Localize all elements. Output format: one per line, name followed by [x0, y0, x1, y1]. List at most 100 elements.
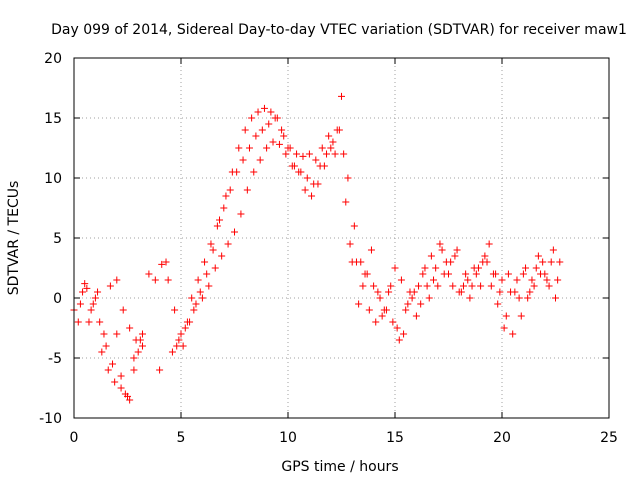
data-point — [181, 324, 189, 332]
data-point — [385, 288, 393, 296]
data-point — [430, 276, 438, 284]
data-point — [552, 294, 559, 302]
data-point — [94, 288, 102, 296]
data-point — [402, 306, 410, 314]
data-points — [70, 92, 564, 404]
data-point — [171, 306, 179, 314]
data-point — [378, 312, 386, 320]
data-point — [275, 140, 283, 148]
data-point — [245, 144, 253, 152]
plot-frame — [73, 57, 610, 419]
data-point — [442, 258, 450, 266]
data-point — [136, 336, 144, 344]
data-point — [374, 288, 382, 296]
data-point — [179, 342, 187, 350]
data-point — [250, 168, 258, 176]
data-point — [299, 152, 307, 160]
data-point — [145, 270, 153, 278]
data-point — [530, 282, 538, 290]
data-point — [359, 282, 367, 290]
data-point — [85, 318, 93, 326]
data-point — [477, 282, 485, 290]
data-point — [288, 162, 296, 170]
data-point — [216, 216, 224, 224]
data-point — [151, 276, 159, 284]
data-point — [549, 246, 557, 254]
data-point — [489, 270, 497, 278]
data-point — [113, 330, 121, 338]
data-point — [164, 276, 172, 284]
data-point — [543, 276, 551, 284]
x-tick-label: 0 — [70, 430, 79, 446]
x-tick-label: 20 — [493, 430, 511, 446]
data-point — [554, 276, 562, 284]
data-point — [96, 318, 104, 326]
data-point — [188, 294, 196, 302]
y-tick-label: 15 — [44, 111, 62, 127]
data-point — [104, 366, 112, 374]
data-point — [496, 288, 504, 296]
data-point — [327, 144, 335, 152]
data-point — [252, 132, 260, 140]
x-axis-title: GPS time / hours — [281, 459, 398, 475]
data-point — [487, 282, 495, 290]
data-point — [280, 132, 288, 140]
data-point — [417, 300, 425, 308]
data-point — [74, 318, 82, 326]
x-tick-label: 5 — [177, 430, 186, 446]
data-point — [293, 150, 301, 158]
data-point — [91, 294, 99, 302]
data-point — [111, 378, 119, 386]
data-point — [372, 318, 380, 326]
data-point — [323, 150, 331, 158]
data-point — [397, 276, 405, 284]
data-point — [218, 252, 226, 260]
x-tick-label: 10 — [279, 430, 297, 446]
data-point — [524, 294, 532, 302]
data-point — [425, 294, 433, 302]
data-point — [415, 282, 423, 290]
data-point — [455, 288, 463, 296]
data-point — [436, 240, 444, 248]
data-point — [87, 306, 95, 314]
data-point — [205, 282, 213, 290]
data-point — [267, 108, 275, 116]
data-point — [138, 330, 146, 338]
data-point — [329, 138, 337, 146]
data-point — [522, 264, 530, 272]
data-point — [126, 396, 134, 404]
data-point — [404, 300, 412, 308]
y-tick-label: -10 — [39, 411, 62, 427]
y-tick-label: -5 — [48, 351, 62, 367]
data-point — [380, 306, 388, 314]
data-point — [500, 324, 508, 332]
data-point — [226, 186, 234, 194]
data-point — [117, 384, 125, 392]
data-point — [278, 126, 286, 134]
y-tick-label: 0 — [53, 291, 62, 307]
data-point — [350, 222, 358, 230]
data-point — [556, 258, 564, 266]
data-point — [519, 270, 527, 278]
data-point — [173, 342, 181, 350]
data-point — [301, 186, 309, 194]
y-tick-label: 5 — [53, 231, 62, 247]
data-point — [254, 108, 262, 116]
x-tick-label: 25 — [600, 430, 618, 446]
y-axis-title: SDTVAR / TECUs — [6, 181, 22, 296]
data-point — [517, 312, 525, 320]
data-point — [194, 276, 202, 284]
data-point — [541, 270, 549, 278]
data-point — [462, 270, 470, 278]
data-point — [207, 240, 215, 248]
data-point — [117, 372, 125, 380]
data-point — [201, 258, 209, 266]
data-point — [333, 126, 341, 134]
data-point — [211, 264, 219, 272]
data-point — [498, 276, 506, 284]
data-point — [312, 156, 320, 164]
data-point — [303, 174, 311, 182]
data-point — [459, 282, 467, 290]
data-point — [243, 186, 251, 194]
data-point — [509, 330, 517, 338]
